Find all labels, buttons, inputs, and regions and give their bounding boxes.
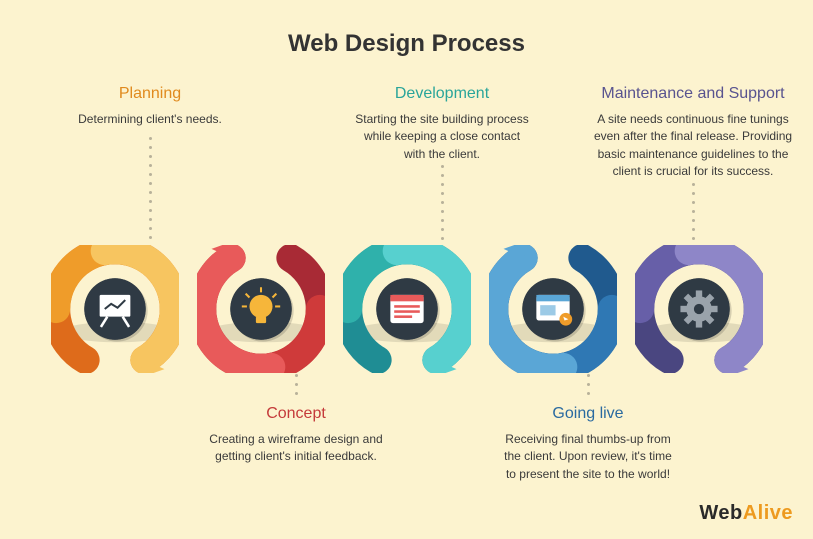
step-title: Planning	[60, 85, 240, 103]
step-desc: Determining client's needs.	[60, 111, 240, 128]
step-planning-text: Planning Determining client's needs.	[60, 85, 240, 128]
logo-part-a: Web	[699, 502, 742, 524]
step-title: Concept	[206, 405, 386, 423]
connector-dots	[149, 137, 151, 239]
logo-part-b: Alive	[743, 502, 793, 524]
swirl-planning	[51, 245, 179, 373]
step-development-text: Development Starting the site building p…	[352, 85, 532, 163]
step-title: Maintenance and Support	[588, 85, 798, 103]
infographic-canvas: Web Design Process Planning Determining …	[0, 0, 813, 539]
connector-dots	[441, 165, 443, 240]
step-desc: Receiving final thumbs-up from the clien…	[498, 431, 678, 483]
brand-logo: WebAlive	[699, 502, 793, 525]
step-desc: A site needs continuous fine tunings eve…	[588, 111, 798, 181]
connector-dots	[692, 183, 694, 240]
step-desc: Starting the site building process while…	[352, 111, 532, 163]
swirl-row	[0, 245, 813, 373]
page-title: Web Design Process	[0, 30, 813, 58]
step-goinglive-text: Going live Receiving final thumbs-up fro…	[498, 405, 678, 483]
step-concept-text: Concept Creating a wireframe design and …	[206, 405, 386, 466]
step-title: Going live	[498, 405, 678, 423]
swirl-maintenance	[635, 245, 763, 373]
swirl-goinglive	[489, 245, 617, 373]
step-maintenance-text: Maintenance and Support A site needs con…	[588, 85, 798, 181]
step-desc: Creating a wireframe design and getting …	[206, 431, 386, 466]
step-title: Development	[352, 85, 532, 103]
swirl-development	[343, 245, 471, 373]
swirl-concept	[197, 245, 325, 373]
